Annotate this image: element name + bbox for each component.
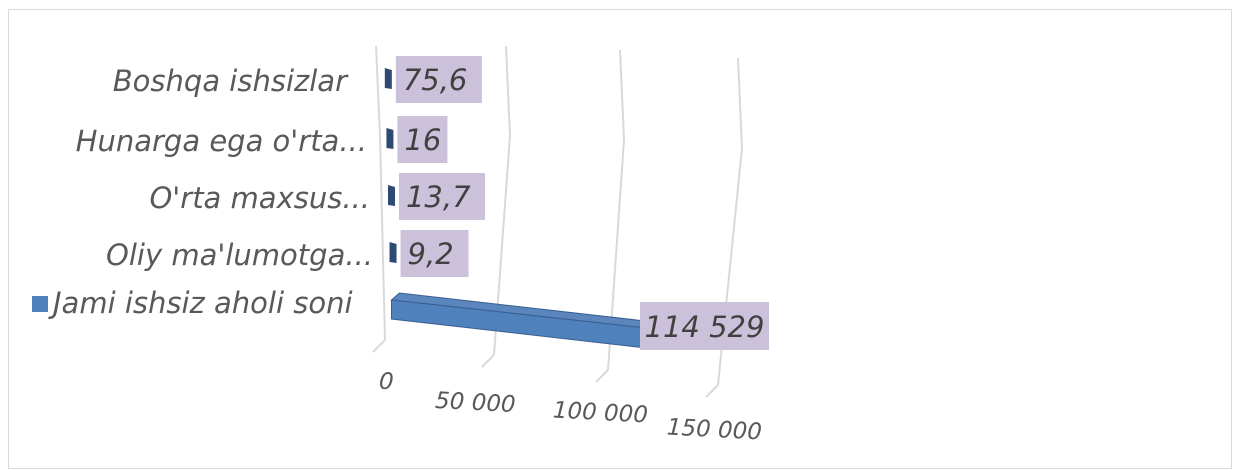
bar-chart-3d: 114 529 Jami ishsiz aholi soni 9,2 Oliy ma'… [32, 45, 769, 446]
data-label-box [640, 302, 769, 350]
data-label: 75,6 [403, 63, 468, 97]
x-tick-label: 100 000 [552, 398, 648, 429]
x-tick-label: 50 000 [434, 388, 516, 418]
bar-small [386, 128, 394, 149]
floor-gridline [595, 369, 609, 383]
data-label-box [398, 173, 485, 220]
category-label: Oliy ma'lumotga... [106, 238, 373, 272]
category-label: Hunarga ega o'rta... [76, 124, 367, 158]
chart-frame [8, 9, 1232, 469]
category-label: O'rta maxsus... [149, 181, 370, 215]
x-tick-label: 150 000 [666, 415, 762, 446]
legend-label: Jami ishsiz aholi soni [48, 286, 353, 320]
bar-small [387, 185, 395, 206]
data-label-box [395, 56, 482, 103]
gridline [375, 45, 386, 341]
data-label: 16 [404, 123, 441, 157]
data-label: 13,7 [406, 180, 471, 214]
floor-gridline [705, 384, 719, 398]
data-label-box [397, 116, 448, 163]
x-tick-label: 0 [378, 369, 394, 396]
floor-gridline [481, 354, 495, 368]
bar-small [389, 242, 397, 263]
data-label: 114 529 [645, 310, 765, 344]
category-label: Boshqa ishsizlar [113, 64, 349, 98]
floor-gridline [372, 339, 386, 353]
data-label: 9,2 [408, 237, 454, 271]
data-label-box [400, 230, 469, 277]
gridline [607, 49, 626, 371]
legend-key [32, 296, 48, 312]
gridline [493, 45, 512, 356]
bar-small [384, 68, 392, 89]
